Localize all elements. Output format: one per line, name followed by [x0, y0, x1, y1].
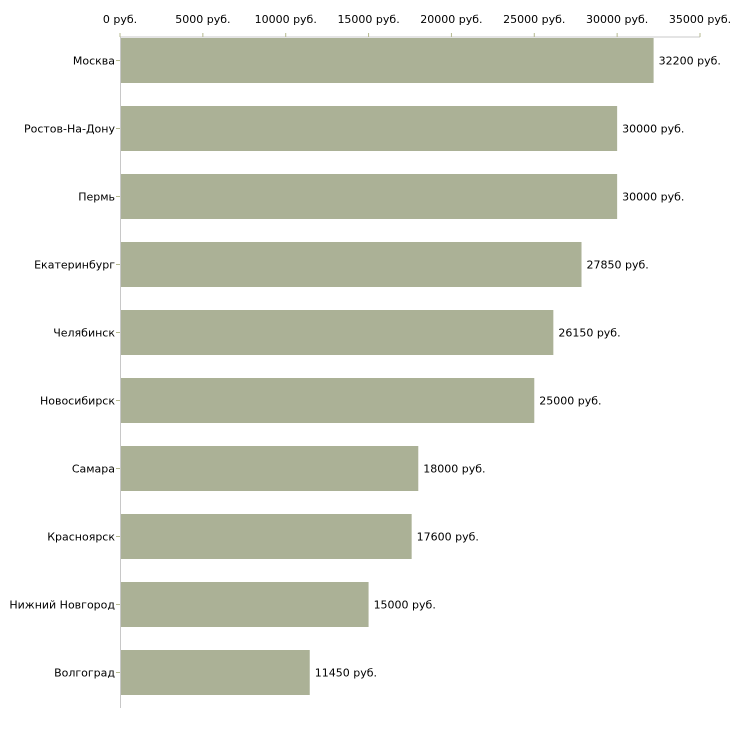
category-label: Самара [72, 463, 115, 476]
bar-9 [121, 582, 369, 627]
category-label: Красноярск [47, 531, 115, 544]
value-label: 18000 руб. [423, 463, 485, 476]
value-label: 15000 руб. [374, 599, 436, 612]
bar-2 [121, 106, 618, 151]
value-label: 17600 руб. [417, 531, 479, 544]
category-label: Ростов-На-Дону [24, 123, 115, 136]
bar-5 [121, 310, 554, 355]
value-label: 32200 руб. [659, 55, 721, 68]
category-label: Новосибирск [40, 395, 115, 408]
value-label: 11450 руб. [315, 667, 377, 680]
category-label: Екатеринбург [34, 259, 115, 272]
category-label: Москва [73, 55, 115, 68]
x-tick-label: 0 руб. [103, 13, 137, 26]
category-label: Волгоград [54, 667, 115, 680]
bar-10 [121, 650, 310, 695]
x-tick-label: 5000 руб. [175, 13, 230, 26]
x-tick-label: 20000 руб. [420, 13, 482, 26]
value-label: 30000 руб. [622, 123, 684, 136]
value-label: 30000 руб. [622, 191, 684, 204]
bar-1 [121, 38, 654, 83]
value-label: 25000 руб. [539, 395, 601, 408]
bar-4 [121, 242, 582, 287]
bar-3 [121, 174, 618, 219]
x-tick-label: 15000 руб. [337, 13, 399, 26]
bar-6 [121, 378, 535, 423]
x-tick-label: 35000 руб. [669, 13, 730, 26]
bar-8 [121, 514, 412, 559]
x-tick-label: 10000 руб. [255, 13, 317, 26]
category-label: Нижний Новгород [9, 599, 115, 612]
bar-7 [121, 446, 419, 491]
category-label: Челябинск [53, 327, 115, 340]
x-tick-label: 25000 руб. [503, 13, 565, 26]
value-label: 27850 руб. [587, 259, 649, 272]
category-label: Пермь [78, 191, 115, 204]
value-label: 26150 руб. [558, 327, 620, 340]
x-tick-label: 30000 руб. [586, 13, 648, 26]
